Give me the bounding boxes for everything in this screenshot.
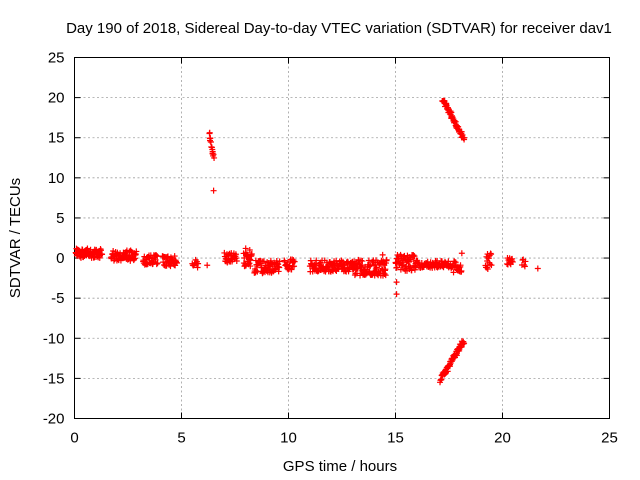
data-point bbox=[133, 248, 140, 255]
data-point bbox=[461, 134, 468, 141]
data-point bbox=[393, 279, 400, 286]
data-point bbox=[164, 253, 171, 260]
data-point bbox=[458, 250, 465, 257]
data-point bbox=[461, 340, 468, 347]
data-point bbox=[289, 259, 296, 266]
x-tick-labels: 0 5 10 15 20 25 bbox=[70, 430, 618, 447]
data-point bbox=[154, 253, 161, 260]
data-point bbox=[207, 138, 214, 145]
data-point bbox=[195, 260, 202, 267]
data-point bbox=[457, 262, 464, 269]
x-tick-label: 20 bbox=[494, 430, 511, 447]
y-tick-label: 10 bbox=[48, 170, 65, 187]
data-point bbox=[379, 251, 386, 258]
y-tick-label: -15 bbox=[43, 370, 65, 387]
data-point bbox=[131, 256, 138, 263]
data-point bbox=[247, 263, 254, 270]
y-tick-label: 0 bbox=[56, 250, 64, 267]
data-point bbox=[449, 114, 456, 121]
data-point bbox=[246, 247, 253, 254]
data-point bbox=[509, 258, 516, 265]
data-point bbox=[353, 270, 360, 277]
x-tick-label: 25 bbox=[601, 430, 618, 447]
data-point bbox=[276, 264, 283, 271]
y-tick-label: 25 bbox=[48, 50, 65, 67]
x-tick-label: 0 bbox=[70, 430, 78, 447]
axis-ticks bbox=[74, 57, 610, 419]
data-point bbox=[451, 258, 458, 265]
x-tick-label: 5 bbox=[177, 430, 185, 447]
y-tick-label: 20 bbox=[48, 90, 65, 107]
data-point bbox=[260, 258, 267, 265]
x-tick-label: 10 bbox=[280, 430, 297, 447]
data-point bbox=[488, 262, 495, 269]
data-point bbox=[204, 262, 211, 269]
y-tick-label: -5 bbox=[51, 290, 64, 307]
data-point bbox=[382, 272, 389, 279]
data-point bbox=[394, 264, 401, 271]
data-point bbox=[276, 258, 283, 265]
data-point bbox=[211, 154, 218, 161]
y-tick-label: -10 bbox=[43, 330, 65, 347]
data-point bbox=[359, 258, 366, 265]
data-point bbox=[99, 251, 106, 258]
data-point bbox=[313, 257, 320, 264]
y-tick-labels: -20 -15 -10 -5 0 5 10 15 20 25 bbox=[43, 50, 65, 428]
data-point bbox=[173, 260, 180, 267]
data-point bbox=[288, 266, 295, 273]
data-points bbox=[72, 97, 541, 386]
data-point bbox=[458, 128, 465, 135]
data-point bbox=[534, 265, 541, 272]
data-point bbox=[154, 260, 161, 267]
data-point bbox=[248, 250, 255, 257]
data-point bbox=[242, 245, 249, 252]
data-point bbox=[450, 269, 457, 276]
data-point bbox=[452, 118, 459, 125]
data-point bbox=[366, 263, 373, 270]
data-point bbox=[171, 253, 178, 260]
data-point bbox=[383, 256, 390, 263]
data-point bbox=[244, 251, 251, 258]
plot-frame bbox=[74, 57, 610, 419]
data-point bbox=[246, 260, 253, 267]
y-tick-label: 5 bbox=[56, 210, 64, 227]
data-point bbox=[153, 261, 160, 268]
data-point bbox=[393, 291, 400, 298]
data-point bbox=[509, 255, 516, 262]
data-point bbox=[206, 129, 213, 136]
data-point bbox=[460, 340, 467, 347]
data-point bbox=[484, 266, 491, 273]
grid-lines bbox=[74, 57, 610, 419]
chart-title: Day 190 of 2018, Sidereal Day-to-day VTE… bbox=[66, 20, 612, 37]
data-point bbox=[367, 262, 374, 269]
data-point bbox=[333, 257, 340, 264]
data-point bbox=[484, 251, 491, 258]
data-point bbox=[153, 252, 160, 259]
x-axis-label: GPS time / hours bbox=[283, 458, 397, 475]
data-point bbox=[522, 258, 529, 265]
data-point bbox=[382, 266, 389, 273]
data-point bbox=[448, 358, 455, 365]
data-point bbox=[167, 263, 174, 270]
data-point bbox=[84, 245, 91, 252]
data-point bbox=[458, 267, 465, 274]
data-point bbox=[445, 258, 452, 265]
y-tick-label: 15 bbox=[48, 130, 65, 147]
data-point bbox=[411, 253, 418, 260]
data-point bbox=[487, 261, 494, 268]
y-tick-label: -20 bbox=[43, 411, 65, 428]
data-point bbox=[397, 266, 404, 273]
data-point bbox=[233, 258, 240, 265]
y-axis-label: SDTVAR / TECUs bbox=[7, 178, 24, 298]
data-point bbox=[210, 187, 217, 194]
data-point bbox=[253, 267, 260, 274]
data-point bbox=[410, 252, 417, 259]
data-point bbox=[451, 117, 458, 124]
x-tick-label: 15 bbox=[387, 430, 404, 447]
